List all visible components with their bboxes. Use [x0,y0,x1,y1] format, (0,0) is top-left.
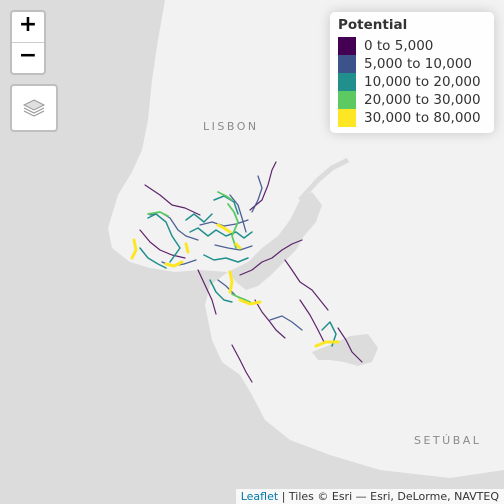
legend-swatch [338,109,356,127]
zoom-in-button[interactable]: + [18,12,38,37]
legend-swatch [338,37,356,55]
layers-icon [22,99,46,117]
legend-label: 10,000 to 20,000 [364,74,481,90]
attribution: Leaflet | Tiles © Esri — Esri, DeLorme, … [235,489,504,504]
zoom-out-button[interactable]: − [12,42,44,73]
place-label-setubal: SETÚBAL [414,434,482,447]
legend-swatch [338,91,356,109]
legend-swatch [338,73,356,91]
legend-label: 20,000 to 30,000 [364,92,481,108]
legend-swatch [338,55,356,73]
route-network [130,161,363,383]
legend-item: 0 to 5,000 [338,37,486,55]
leaflet-link[interactable]: Leaflet [240,490,279,503]
attribution-text: | Tiles © Esri — Esri, DeLorme, NAVTEQ [281,490,499,503]
legend-item: 5,000 to 10,000 [338,55,486,73]
legend-label: 0 to 5,000 [364,38,434,54]
legend-label: 5,000 to 10,000 [364,56,473,72]
tagus-estuary [228,192,322,290]
legend-title: Potential [338,17,408,33]
legend-item: 30,000 to 80,000 [338,109,486,127]
legend-label: 30,000 to 80,000 [364,110,481,126]
south-water [240,380,504,504]
zoom-control: + − [10,10,46,75]
tagus-channel [298,157,350,202]
place-label-lisbon: LISBON [203,120,259,133]
legend-item: 10,000 to 20,000 [338,73,486,91]
layers-control-button[interactable] [10,84,58,132]
legend: Potential 0 to 5,000 5,000 to 10,000 10,… [330,12,494,133]
sado-estuary [312,334,378,366]
legend-item: 20,000 to 30,000 [338,91,486,109]
